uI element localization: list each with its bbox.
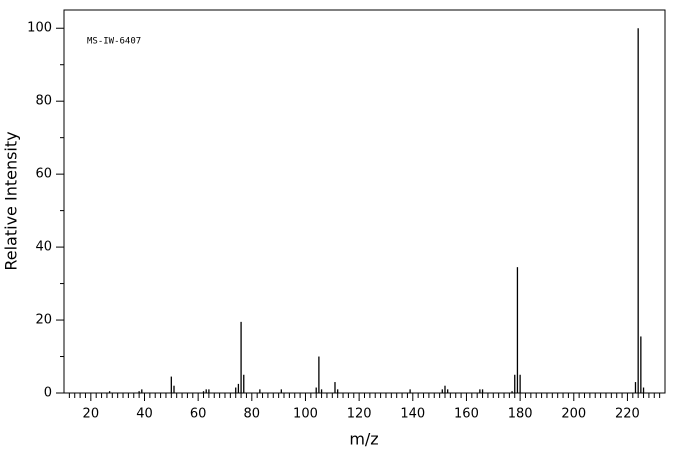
x-tick-label: 180: [508, 407, 533, 422]
x-axis-label: m/z: [349, 430, 378, 449]
y-tick-label: 0: [44, 386, 52, 401]
plot-frame: [63, 9, 666, 394]
x-tick-label: 160: [454, 407, 479, 422]
y-axis-label: Relative Intensity: [2, 131, 21, 270]
x-tick-label: 140: [400, 407, 425, 422]
y-tick-label: 40: [35, 240, 52, 255]
y-tick-label: 80: [35, 94, 52, 109]
x-tick-label: 200: [561, 407, 586, 422]
y-tick-label: 60: [35, 167, 52, 182]
annotation: MS-IW-6407: [87, 37, 141, 47]
x-tick-label: 60: [190, 407, 207, 422]
y-tick-label: 100: [27, 21, 52, 36]
x-tick-label: 40: [136, 407, 153, 422]
y-tick-label: 20: [35, 313, 52, 328]
x-tick-label: 80: [244, 407, 261, 422]
x-tick-label: 220: [615, 407, 640, 422]
x-tick-label: 120: [347, 407, 372, 422]
x-tick-label: 100: [293, 407, 318, 422]
x-tick-label: 20: [83, 407, 100, 422]
